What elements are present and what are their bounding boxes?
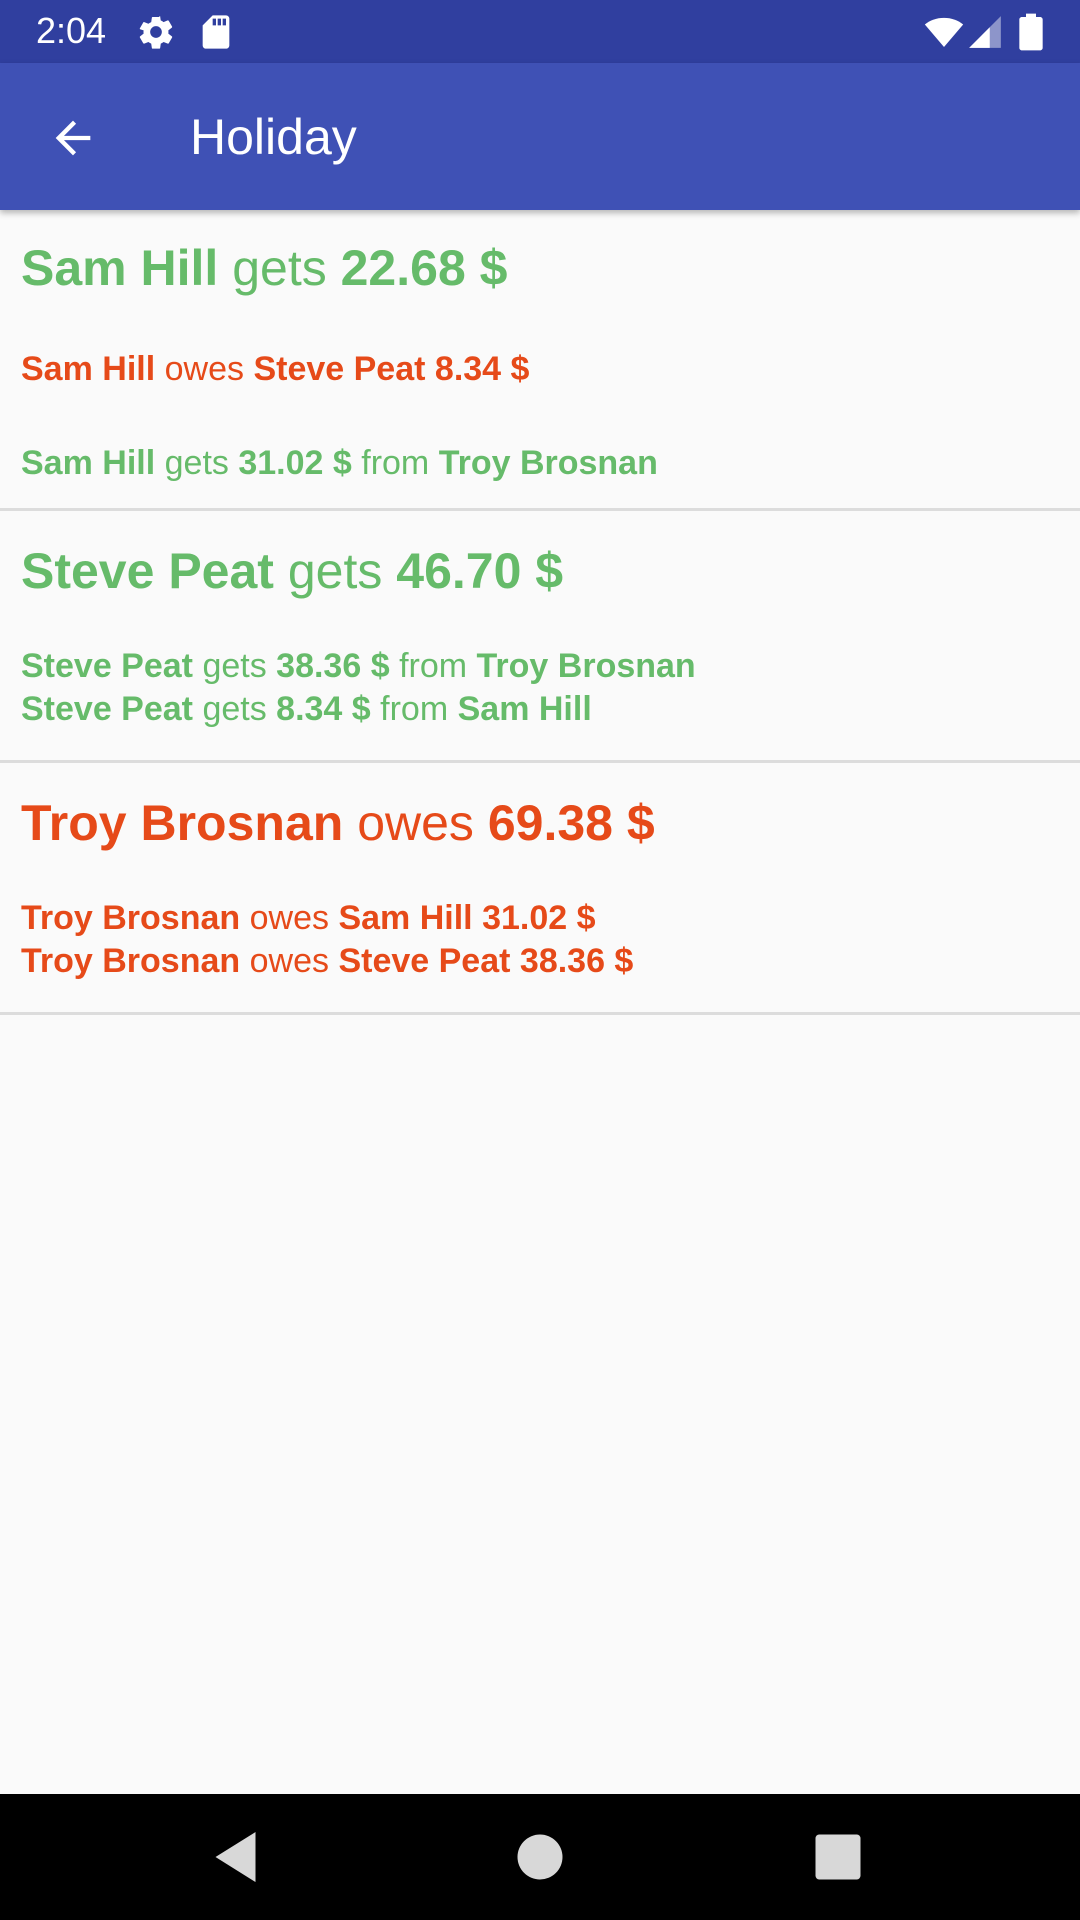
- person-summary: Troy Brosnan owes 69.38 $: [21, 793, 655, 853]
- person-summary: Sam Hill gets 22.68 $: [21, 238, 507, 298]
- detail-verb: owes: [164, 350, 244, 388]
- summary-amount: 22.68 $: [340, 240, 508, 296]
- detail-verb: gets: [164, 444, 229, 482]
- signal-icon: [966, 12, 1004, 52]
- detail-name: Sam Hill: [21, 350, 156, 388]
- detail-source: Troy Brosnan: [476, 647, 696, 685]
- detail-source: Troy Brosnan: [438, 444, 658, 482]
- person-summary: Steve Peat gets 46.70 $: [21, 541, 563, 601]
- detail-amount: 31.02 $: [482, 899, 596, 937]
- detail-name: Troy Brosnan: [21, 942, 241, 980]
- nav-recents-button[interactable]: [808, 1827, 868, 1887]
- summary-verb: gets: [287, 543, 383, 599]
- person-card-troy-brosnan[interactable]: Troy Brosnan owes 69.38 $ Troy Brosnan o…: [0, 763, 1080, 1015]
- detail-name: Sam Hill: [21, 444, 156, 482]
- detail-source: Sam Hill: [457, 690, 592, 728]
- summary-amount: 46.70 $: [396, 543, 564, 599]
- detail-name: Steve Peat: [21, 690, 193, 728]
- summary-verb: owes: [357, 795, 474, 851]
- home-circle-icon: [517, 1834, 563, 1880]
- balances-list: Sam Hill gets 22.68 $ Sam Hill owes Stev…: [0, 210, 1080, 1015]
- detail-verb: owes: [249, 899, 329, 937]
- back-button[interactable]: [28, 103, 118, 173]
- recents-square-icon: [815, 1834, 861, 1880]
- nav-back-button[interactable]: [208, 1827, 268, 1887]
- detail-name: Troy Brosnan: [21, 899, 241, 937]
- detail-line: Troy Brosnan owes Sam Hill 31.02 $: [21, 897, 596, 940]
- gear-icon: [136, 12, 176, 52]
- person-card-steve-peat[interactable]: Steve Peat gets 46.70 $ Steve Peat gets …: [0, 511, 1080, 763]
- person-name: Sam Hill: [21, 240, 219, 296]
- sd-card-icon: [196, 12, 236, 52]
- detail-amount: 31.02 $: [238, 444, 352, 482]
- detail-verb: gets: [202, 690, 267, 728]
- detail-verb: owes: [249, 942, 329, 980]
- battery-icon: [1016, 12, 1046, 52]
- detail-line: Troy Brosnan owes Steve Peat 38.36 $: [21, 940, 633, 983]
- summary-verb: gets: [232, 240, 327, 296]
- person-name: Steve Peat: [21, 543, 274, 599]
- nav-home-button[interactable]: [510, 1827, 570, 1887]
- detail-from: from: [399, 647, 468, 685]
- wifi-icon: [922, 12, 966, 52]
- back-triangle-icon: [215, 1832, 256, 1882]
- navigation-bar: [0, 1794, 1080, 1920]
- detail-from: from: [380, 690, 449, 728]
- detail-amount: 38.36 $: [276, 647, 390, 685]
- page-title: Holiday: [190, 109, 357, 165]
- detail-line: Steve Peat gets 8.34 $ from Sam Hill: [21, 688, 592, 731]
- arrow-back-icon: [55, 120, 91, 156]
- detail-target: Steve Peat: [253, 350, 426, 388]
- detail-amount: 8.34 $: [276, 690, 371, 728]
- status-time: 2:04: [36, 10, 107, 51]
- status-bar: 2:04: [0, 0, 1080, 63]
- detail-from: from: [361, 444, 430, 482]
- detail-line: Steve Peat gets 38.36 $ from Troy Brosna…: [21, 645, 696, 688]
- app-bar: Holiday: [0, 63, 1080, 210]
- person-card-sam-hill[interactable]: Sam Hill gets 22.68 $ Sam Hill owes Stev…: [0, 210, 1080, 511]
- detail-line: Sam Hill owes Steve Peat 8.34 $: [21, 348, 529, 391]
- detail-target: Steve Peat: [338, 942, 511, 980]
- detail-target: Sam Hill: [338, 899, 473, 937]
- detail-line: Sam Hill gets 31.02 $ from Troy Brosnan: [21, 442, 658, 485]
- person-name: Troy Brosnan: [21, 795, 344, 851]
- summary-amount: 69.38 $: [487, 795, 655, 851]
- detail-name: Steve Peat: [21, 647, 193, 685]
- detail-amount: 38.36 $: [519, 942, 634, 980]
- detail-verb: gets: [202, 647, 267, 685]
- detail-amount: 8.34 $: [434, 350, 530, 388]
